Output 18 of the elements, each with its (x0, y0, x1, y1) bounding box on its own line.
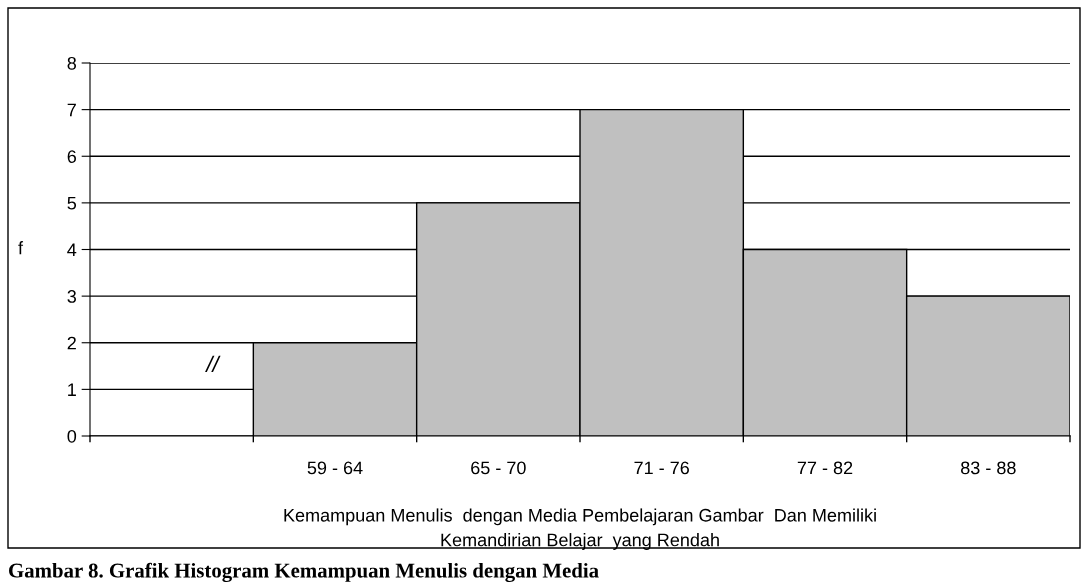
y-tick-label: 3 (67, 290, 77, 303)
y-tick-label: 8 (67, 56, 77, 70)
x-tick-label: 83 - 88 (961, 461, 1016, 475)
x-tick-label: 71 - 76 (634, 461, 689, 475)
x-tick-label: 59 - 64 (307, 461, 363, 475)
y-axis-title: f (18, 241, 24, 255)
text: Gambar 8. Grafik Histogram Kemampuan Menulis dengan Media (9, 562, 599, 582)
y-tick-label: 0 (67, 429, 77, 443)
y-tick-label: 1 (68, 383, 76, 396)
x-axis-title: Kemampuan Menulis dengan Media Pembelajaran Gambar Dan Memiliki Kemandirian Belajar yang Rendah (284, 508, 876, 550)
y-tick-label: 6 (67, 150, 77, 163)
y-tick-label: 4 (67, 243, 77, 257)
y-tick-label: 7 (67, 103, 76, 117)
y-tick-label: 5 (67, 197, 77, 210)
x-tick-label: 65 - 70 (471, 461, 526, 475)
annotation: // (205, 355, 221, 373)
y-tick-label: 2 (67, 336, 76, 350)
x-tick-label: 77 - 82 (797, 461, 853, 475)
